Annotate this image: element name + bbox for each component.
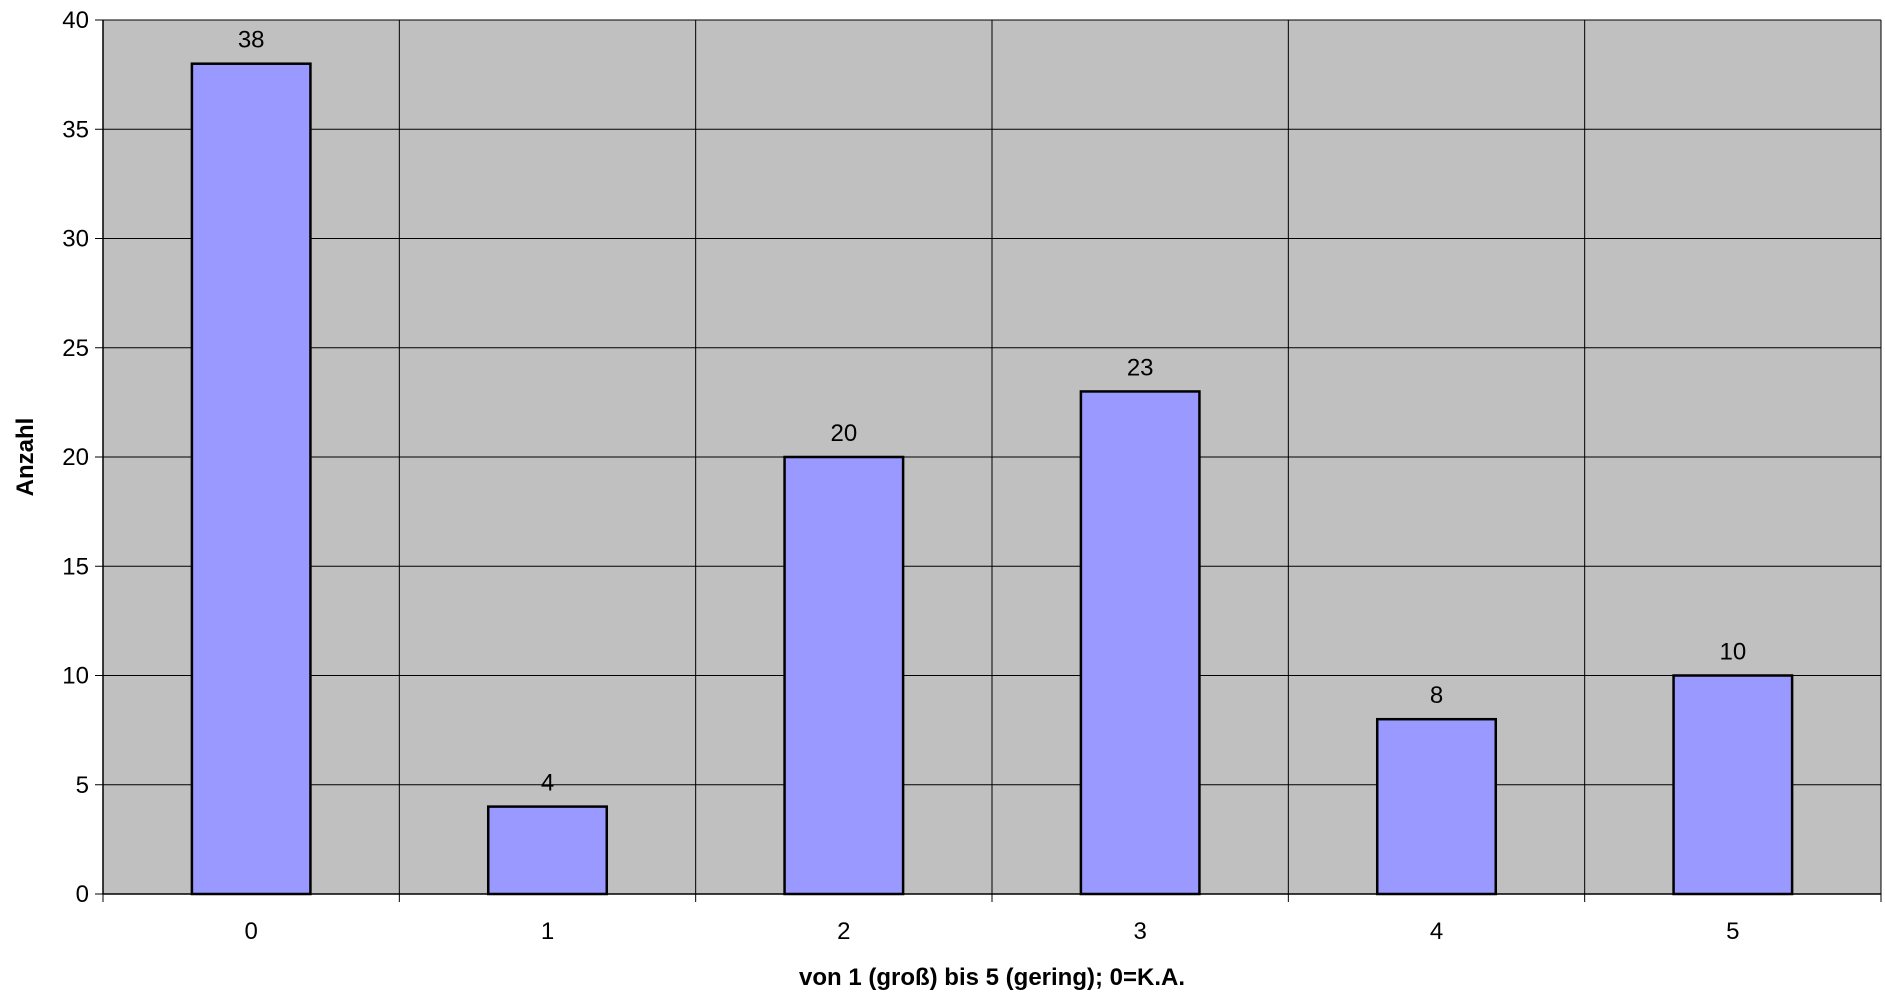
y-axis-title: Anzahl <box>12 418 39 497</box>
x-axis-title: von 1 (groß) bis 5 (gering); 0=K.A. <box>799 964 1185 991</box>
grid-lines <box>103 19 1882 894</box>
bar-3 <box>1079 390 1201 896</box>
y-tick-label: 20 <box>62 444 89 471</box>
bar-1 <box>486 805 609 896</box>
bar-value-label: 10 <box>1719 639 1746 666</box>
x-tick-label: 4 <box>1430 918 1443 945</box>
bar-value-label: 20 <box>830 420 857 447</box>
bar-value-labels: 38 4 20 23 8 10 <box>238 27 1746 797</box>
bar-0 <box>190 62 312 896</box>
bar-2 <box>783 455 905 896</box>
y-tick-label: 40 <box>62 7 89 34</box>
bar-value-label: 8 <box>1430 682 1443 709</box>
bar-value-label: 4 <box>541 770 554 797</box>
y-tick-label: 5 <box>76 772 89 799</box>
x-tick-label: 2 <box>837 918 850 945</box>
bars <box>190 62 1794 896</box>
x-tick-label: 0 <box>244 918 257 945</box>
bar-value-label: 23 <box>1127 354 1154 381</box>
y-tick-label: 0 <box>76 881 89 908</box>
x-tick-label: 3 <box>1133 918 1146 945</box>
y-tick-label: 25 <box>62 335 89 362</box>
x-tick-label: 5 <box>1726 918 1739 945</box>
x-tick-labels: 0 1 2 3 4 5 <box>244 918 1739 945</box>
y-tick-label: 15 <box>62 553 89 580</box>
y-tick-labels: 0 5 10 15 20 25 30 35 40 <box>62 7 89 908</box>
y-tick-label: 35 <box>62 116 89 143</box>
x-tick-label: 1 <box>541 918 554 945</box>
y-tick-label: 10 <box>62 663 89 690</box>
bar-5 <box>1672 674 1794 896</box>
bar-value-label: 38 <box>238 27 265 54</box>
axes <box>95 19 1882 902</box>
bar-4 <box>1375 717 1498 896</box>
y-tick-label: 30 <box>62 226 89 253</box>
